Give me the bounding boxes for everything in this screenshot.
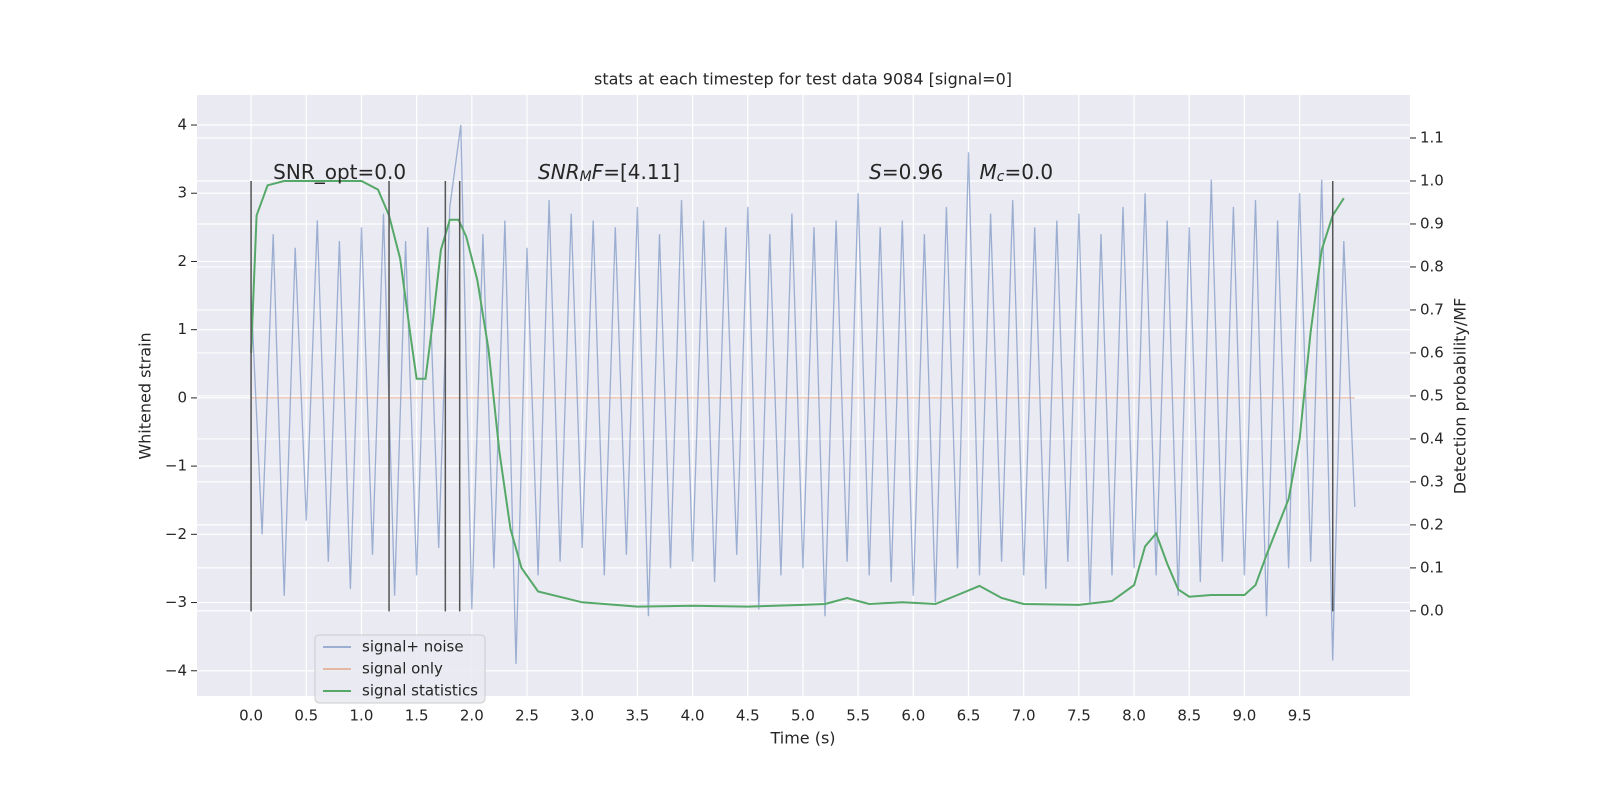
- x-tick-label: 2.5: [515, 707, 539, 725]
- annotation-part: S: [869, 159, 882, 183]
- series-line: [250, 180, 1345, 608]
- x-tick-label: 5.5: [846, 707, 870, 725]
- y2-tick-label: 0.4: [1420, 429, 1444, 447]
- y2-tick-label: 0.2: [1420, 515, 1444, 533]
- y-tick-label: 2: [177, 252, 187, 270]
- series-line: [250, 124, 1356, 664]
- y2-tick-label: 0.0: [1420, 601, 1444, 619]
- y2-tick-label: 0.6: [1420, 343, 1444, 361]
- annotation-part: =[4.11]: [603, 159, 680, 183]
- y2-tick-label: 0.9: [1420, 214, 1444, 232]
- x-tick-label: 9.5: [1288, 707, 1312, 725]
- annotation-part: c: [997, 168, 1005, 184]
- y2-tick-label: 0.7: [1420, 300, 1444, 318]
- y-tick-label: −3: [165, 593, 187, 611]
- x-tick-label: 7.0: [1012, 707, 1036, 725]
- x-tick-label: 0.5: [294, 707, 318, 725]
- x-tick-label: 6.0: [901, 707, 925, 725]
- chart-title: stats at each timestep for test data 908…: [594, 70, 1012, 89]
- annotation-part: =0.0: [1005, 159, 1054, 183]
- annotation: SNR_opt=0.0: [273, 159, 406, 183]
- y-tick-label: 4: [177, 116, 187, 134]
- x-tick-label: 9.0: [1233, 707, 1257, 725]
- legend-box: [314, 634, 486, 704]
- legend-label: signal+ noise: [362, 638, 464, 656]
- legend-label: signal statistics: [362, 682, 478, 700]
- x-tick-label: 4.5: [736, 707, 760, 725]
- y-axis-label: Whitened strain: [136, 332, 155, 459]
- y-tick-label: −2: [165, 525, 187, 543]
- x-tick-label: 4.0: [681, 707, 705, 725]
- x-tick-label: 8.0: [1122, 707, 1146, 725]
- x-tick-label: 2.0: [460, 707, 484, 725]
- x-tick-label: 8.5: [1177, 707, 1201, 725]
- y2-tick-label: 0.3: [1420, 472, 1444, 490]
- y2-axis-label: Detection probability/MF: [1451, 298, 1470, 495]
- y2-tick-label: 0.8: [1420, 257, 1444, 275]
- x-tick-label: 6.5: [957, 707, 981, 725]
- x-tick-label: 3.5: [625, 707, 649, 725]
- y-tick-label: −4: [165, 661, 187, 679]
- x-axis-label: Time (s): [769, 729, 835, 748]
- annotation: SNRMF=[4.11]: [538, 159, 680, 184]
- legend-label: signal only: [362, 660, 443, 678]
- x-tick-label: 7.5: [1067, 707, 1091, 725]
- annotation-part: M: [580, 168, 592, 184]
- x-tick-label: 1.5: [405, 707, 429, 725]
- y2-tick-label: 0.5: [1420, 386, 1444, 404]
- annotation-part: M: [980, 159, 997, 183]
- y2-tick-label: 1.1: [1420, 128, 1444, 146]
- y-tick-label: −1: [165, 457, 187, 475]
- annotation-part: SNR: [538, 159, 580, 183]
- x-tick-label: 5.0: [791, 707, 815, 725]
- annotation-part: SNR_opt=0.0: [273, 159, 406, 183]
- y-tick-label: 1: [177, 320, 187, 338]
- annotation: S=0.96: [869, 159, 943, 183]
- annotation: Mc=0.0: [980, 159, 1054, 184]
- y-tick-label: 0: [177, 388, 187, 406]
- x-tick-label: 1.0: [350, 707, 374, 725]
- y2-tick-label: 0.1: [1420, 558, 1444, 576]
- marks: [250, 124, 1356, 664]
- annotation-part: =0.96: [882, 159, 943, 183]
- y-tick-label: 3: [177, 184, 187, 202]
- y2-tick-label: 1.0: [1420, 171, 1444, 189]
- annotation-part: F: [592, 159, 604, 183]
- x-tick-label: 3.0: [570, 707, 594, 725]
- x-tick-label: 0.0: [239, 707, 263, 725]
- legend: signal+ noise signal only signal statistic…: [314, 634, 486, 704]
